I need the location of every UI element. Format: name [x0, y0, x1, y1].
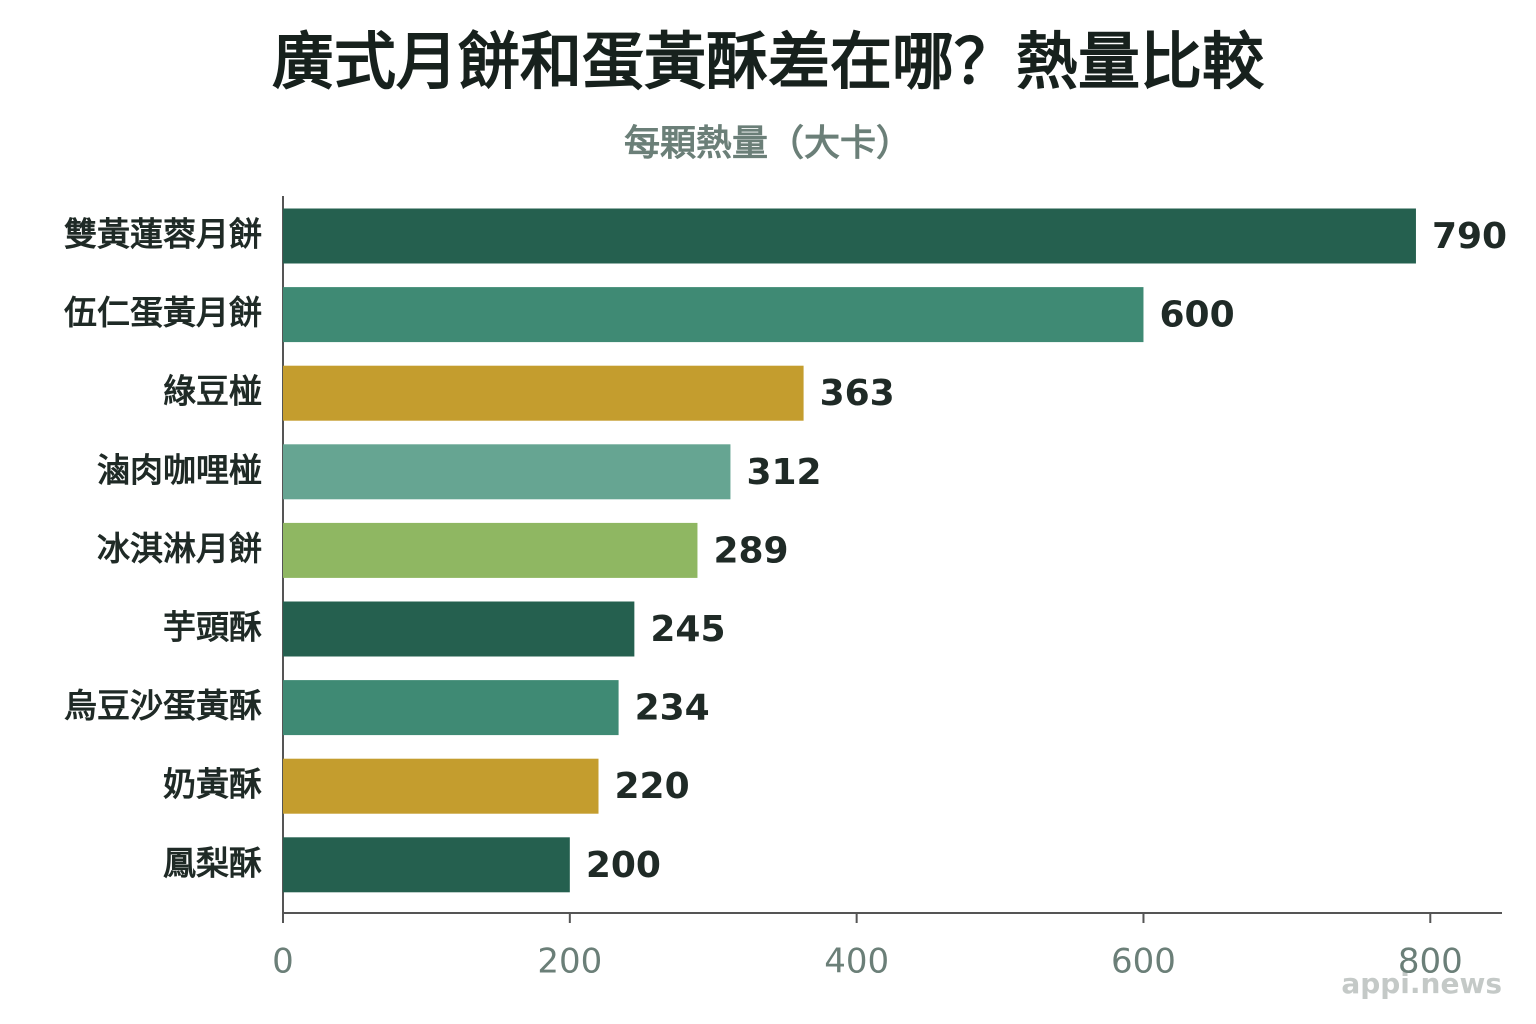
y-tick-label: 芋頭酥 [163, 608, 262, 647]
y-tick-label: 伍仁蛋黃月餅 [64, 293, 262, 332]
value-label: 790 [1432, 216, 1507, 257]
y-tick-label: 奶黃酥 [163, 765, 262, 804]
y-tick-label: 雙黃蓮蓉月餅 [64, 215, 262, 254]
y-tick-label: 烏豆沙蛋黃酥 [64, 686, 262, 725]
watermark: appi.news [1341, 967, 1502, 1000]
value-label: 220 [615, 766, 690, 807]
y-tick-label: 冰淇淋月餅 [97, 529, 262, 568]
value-label: 289 [713, 530, 788, 571]
bar [283, 287, 1144, 343]
x-tick-label: 200 [537, 942, 602, 982]
y-tick-label: 滷肉咖哩椪 [97, 450, 262, 489]
bar [283, 365, 804, 421]
y-tick-label: 鳳梨酥 [163, 843, 262, 882]
bar [283, 758, 599, 814]
value-label: 245 [650, 609, 725, 650]
chart-title: 廣式月餅和蛋黃酥差在哪？熱量比較 [272, 25, 1265, 98]
bar [283, 680, 619, 736]
x-tick-label: 400 [824, 942, 889, 982]
value-label: 600 [1159, 295, 1234, 336]
value-label: 312 [746, 452, 821, 493]
bar [283, 601, 635, 657]
y-tick-label: 綠豆椪 [163, 372, 262, 411]
bar [283, 208, 1416, 264]
x-tick-label: 600 [1111, 942, 1176, 982]
chart-subtitle: 每顆熱量（大卡） [624, 123, 912, 164]
x-tick-label: 0 [272, 942, 294, 982]
bar [283, 837, 570, 893]
value-label: 200 [586, 845, 661, 886]
value-label: 363 [820, 373, 895, 414]
bar [283, 522, 698, 578]
x-tick-label: 800 [1398, 942, 1463, 982]
bar [283, 444, 731, 500]
value-label: 234 [635, 688, 710, 729]
